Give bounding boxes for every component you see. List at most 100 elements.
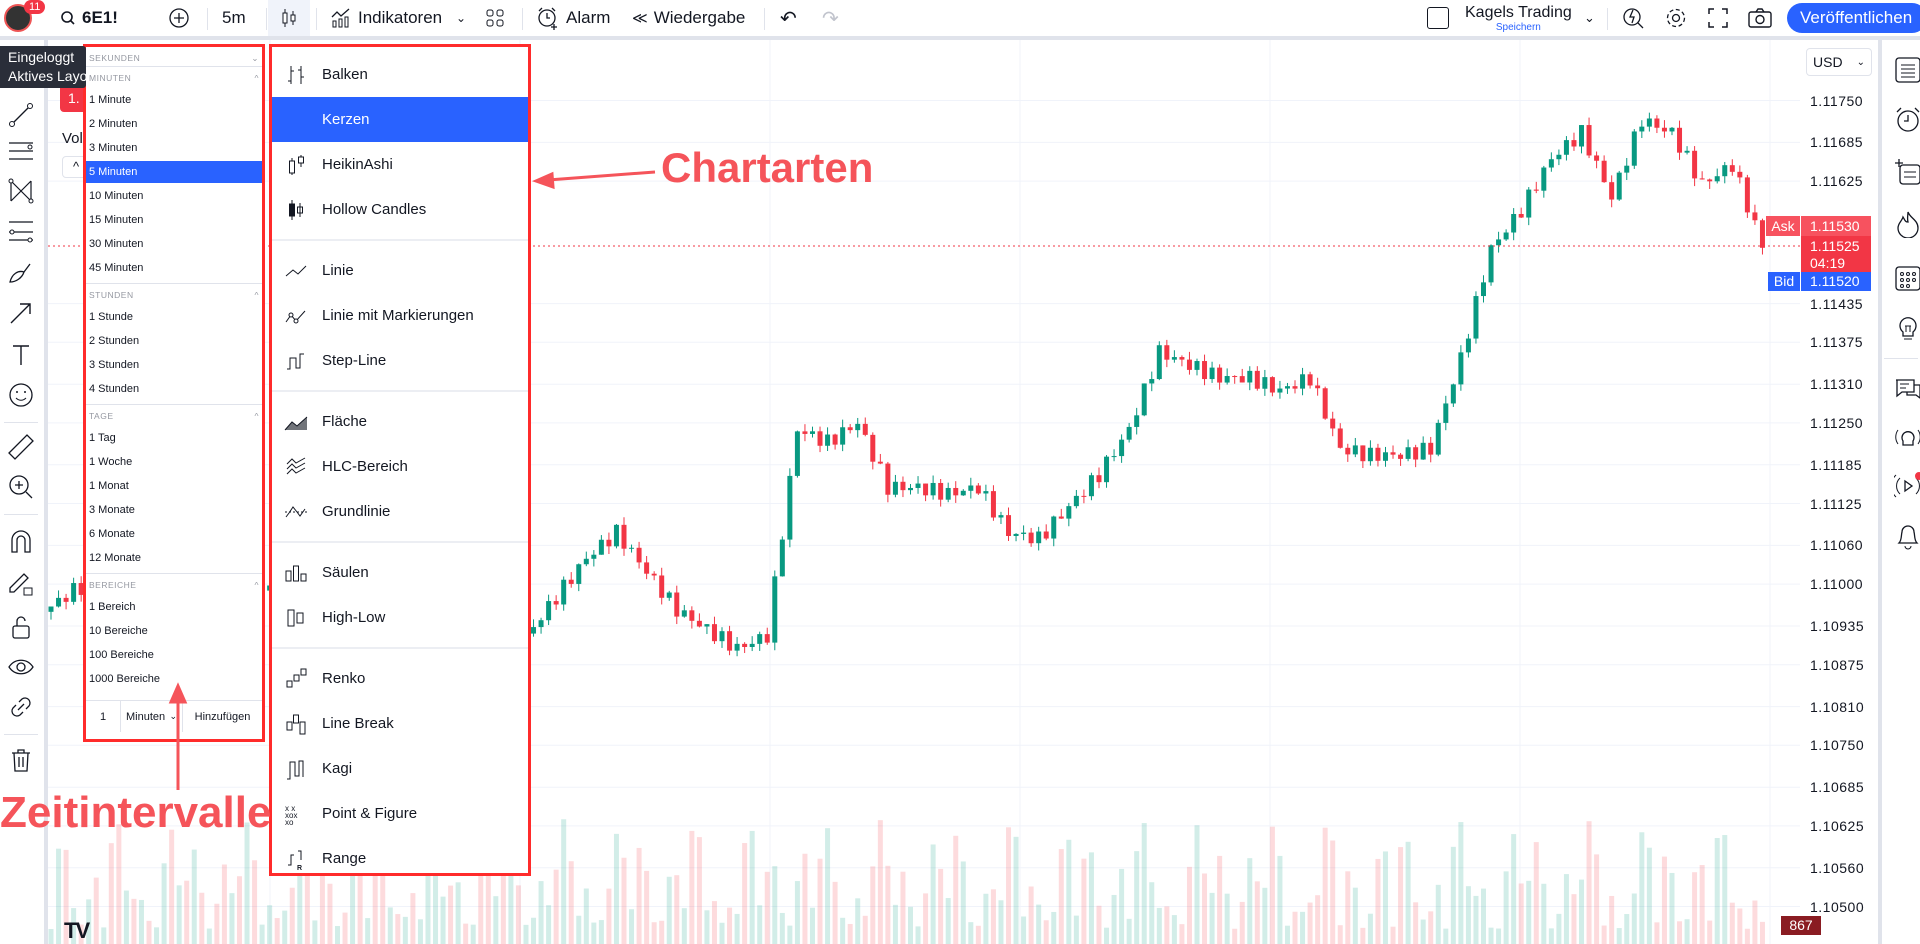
chart-type-item[interactable]: Line Break bbox=[272, 701, 528, 746]
candle-body bbox=[1194, 361, 1200, 370]
screenshot-button[interactable] bbox=[1748, 0, 1772, 36]
interval-item[interactable]: 1 Minute bbox=[89, 94, 132, 106]
add-interval-button[interactable]: Hinzufügen bbox=[194, 710, 251, 723]
interval-item[interactable]: 6 Monate bbox=[89, 528, 135, 540]
fullscreen-button[interactable] bbox=[1707, 0, 1729, 36]
layout-checkbox[interactable] bbox=[1427, 0, 1449, 36]
forecast-icon[interactable] bbox=[6, 216, 36, 246]
undo-button[interactable]: ↶ bbox=[780, 0, 797, 36]
chart-type-item[interactable]: Linie bbox=[272, 248, 528, 293]
custom-interval-unit-select[interactable]: Minuten ⌄ bbox=[121, 701, 183, 732]
alarm-clock-icon[interactable] bbox=[1894, 106, 1920, 134]
volume-bar bbox=[711, 901, 717, 944]
unlock-icon[interactable] bbox=[6, 612, 36, 642]
avatar-button[interactable]: 11 bbox=[4, 0, 46, 36]
chart-type-item[interactable]: x x xox xo Point & Figure bbox=[272, 791, 528, 836]
section-header-stunden[interactable]: STUNDEN ^ bbox=[89, 290, 259, 300]
chart-type-item[interactable]: Renko bbox=[272, 656, 528, 701]
section-header-sekunden[interactable]: SEKUNDEN ⌄ bbox=[89, 53, 259, 64]
interval-item[interactable]: 30 Minuten bbox=[89, 238, 144, 250]
interval-item[interactable]: 1 Monat bbox=[89, 480, 129, 492]
fib-lines-icon[interactable] bbox=[6, 136, 36, 166]
hotlist-flame-icon[interactable] bbox=[1894, 210, 1920, 238]
interval-item[interactable]: 3 Monate bbox=[89, 504, 135, 516]
chart-type-item[interactable]: Säulen bbox=[272, 550, 528, 595]
add-list-icon[interactable] bbox=[1894, 158, 1920, 186]
arrow-icon[interactable] bbox=[6, 298, 36, 328]
quick-search-button[interactable] bbox=[1622, 0, 1646, 36]
chart-type-item[interactable]: Kagi bbox=[272, 746, 528, 791]
calendar-icon[interactable] bbox=[1894, 264, 1920, 292]
chart-type-item[interactable]: R Range bbox=[272, 836, 528, 881]
interval-item[interactable]: 1 Woche bbox=[89, 456, 133, 468]
interval-item[interactable]: 2 Minuten bbox=[89, 118, 138, 130]
chart-type-item[interactable]: High-Low bbox=[272, 595, 528, 640]
settings-button[interactable] bbox=[1664, 0, 1688, 36]
trend-line-icon[interactable] bbox=[6, 100, 36, 130]
interval-item[interactable]: 100 Bereiche bbox=[89, 649, 154, 661]
interval-item[interactable]: 1 Tag bbox=[89, 432, 116, 444]
interval-item[interactable]: 15 Minuten bbox=[89, 214, 144, 226]
interval-item[interactable]: 3 Stunden bbox=[89, 359, 140, 371]
chart-type-item[interactable]: Fläche bbox=[272, 399, 528, 444]
link-icon[interactable] bbox=[6, 692, 36, 722]
magnet-icon[interactable] bbox=[6, 526, 36, 556]
section-header-tage[interactable]: TAGE ^ bbox=[89, 411, 259, 421]
watchlist-icon[interactable] bbox=[1894, 56, 1920, 84]
redo-button[interactable]: ↷ bbox=[822, 0, 839, 36]
chart-type-item[interactable]: HeikinAshi bbox=[272, 142, 528, 187]
interval-item[interactable]: 3 Minuten bbox=[89, 142, 138, 154]
chart-type-item[interactable]: Hollow Candles bbox=[272, 187, 528, 232]
lock-drawings-icon[interactable] bbox=[6, 568, 36, 598]
ideas-stream-icon[interactable] bbox=[1894, 424, 1920, 452]
chart-type-item[interactable]: HLC-Bereich bbox=[272, 444, 528, 489]
custom-interval-value[interactable]: 1 bbox=[86, 701, 121, 732]
layout-name-button[interactable]: Kagels Trading Speichern bbox=[1465, 0, 1572, 36]
streams-icon[interactable] bbox=[1894, 472, 1920, 500]
notifications-bell-icon[interactable] bbox=[1894, 522, 1920, 550]
publish-button[interactable]: Veröffentlichen bbox=[1787, 3, 1920, 33]
emoji-icon[interactable] bbox=[6, 380, 36, 410]
interval-item[interactable]: 4 Stunden bbox=[89, 383, 140, 395]
volume-bar bbox=[885, 865, 891, 944]
ruler-icon[interactable] bbox=[6, 432, 36, 462]
volume-bar bbox=[1488, 927, 1494, 944]
ideas-lightbulb-icon[interactable] bbox=[1894, 314, 1920, 342]
text-icon[interactable] bbox=[6, 340, 36, 370]
interval-item[interactable]: 1 Bereich bbox=[89, 601, 136, 613]
volume-bar bbox=[1330, 840, 1336, 944]
trash-icon[interactable] bbox=[6, 745, 36, 775]
compare-button[interactable] bbox=[168, 0, 190, 36]
interval-item[interactable]: 5 Minuten bbox=[86, 161, 262, 183]
symbol-search[interactable]: 6E1! bbox=[60, 0, 118, 36]
interval-item[interactable]: 1000 Bereiche bbox=[89, 673, 160, 685]
section-header-minuten[interactable]: MINUTEN ^ bbox=[89, 73, 259, 83]
interval-item[interactable]: 10 Minuten bbox=[89, 190, 144, 202]
indicators-menu-chevron[interactable]: ⌄ bbox=[456, 11, 467, 25]
chat-icon[interactable] bbox=[1894, 376, 1920, 404]
interval-item[interactable]: 2 Stunden bbox=[89, 335, 140, 347]
section-header-bereiche[interactable]: BEREICHE ^ bbox=[89, 580, 259, 590]
brush-icon[interactable] bbox=[6, 258, 36, 288]
indicators-button[interactable]: Indikatoren bbox=[330, 0, 442, 36]
layouts-button[interactable] bbox=[485, 0, 505, 36]
alarm-button[interactable]: Alarm bbox=[536, 0, 610, 36]
pattern-icon[interactable] bbox=[6, 176, 36, 206]
chart-type-button[interactable] bbox=[268, 0, 310, 36]
interval-item[interactable]: 12 Monate bbox=[89, 552, 141, 564]
chart-type-item[interactable]: Linie mit Markierungen bbox=[272, 293, 528, 338]
replay-button[interactable]: ≪ Wiedergabe bbox=[632, 0, 745, 36]
chart-type-item[interactable]: Step-Line bbox=[272, 338, 528, 383]
candle-body bbox=[576, 564, 582, 584]
eye-icon[interactable] bbox=[6, 652, 36, 682]
zoom-in-icon[interactable] bbox=[6, 472, 36, 502]
interval-item[interactable]: 1 Stunde bbox=[89, 311, 134, 323]
interval-item[interactable]: 45 Minuten bbox=[89, 262, 144, 274]
chart-type-item[interactable]: Grundlinie bbox=[272, 489, 528, 534]
chart-type-item[interactable]: Balken bbox=[272, 52, 528, 97]
interval-item[interactable]: 10 Bereiche bbox=[89, 625, 148, 637]
layout-menu-chevron[interactable]: ⌄ bbox=[1584, 10, 1595, 25]
currency-select[interactable]: USD ⌄ bbox=[1806, 48, 1872, 76]
chart-type-item[interactable]: Kerzen bbox=[272, 97, 528, 142]
interval-button[interactable]: 5m bbox=[222, 0, 246, 36]
